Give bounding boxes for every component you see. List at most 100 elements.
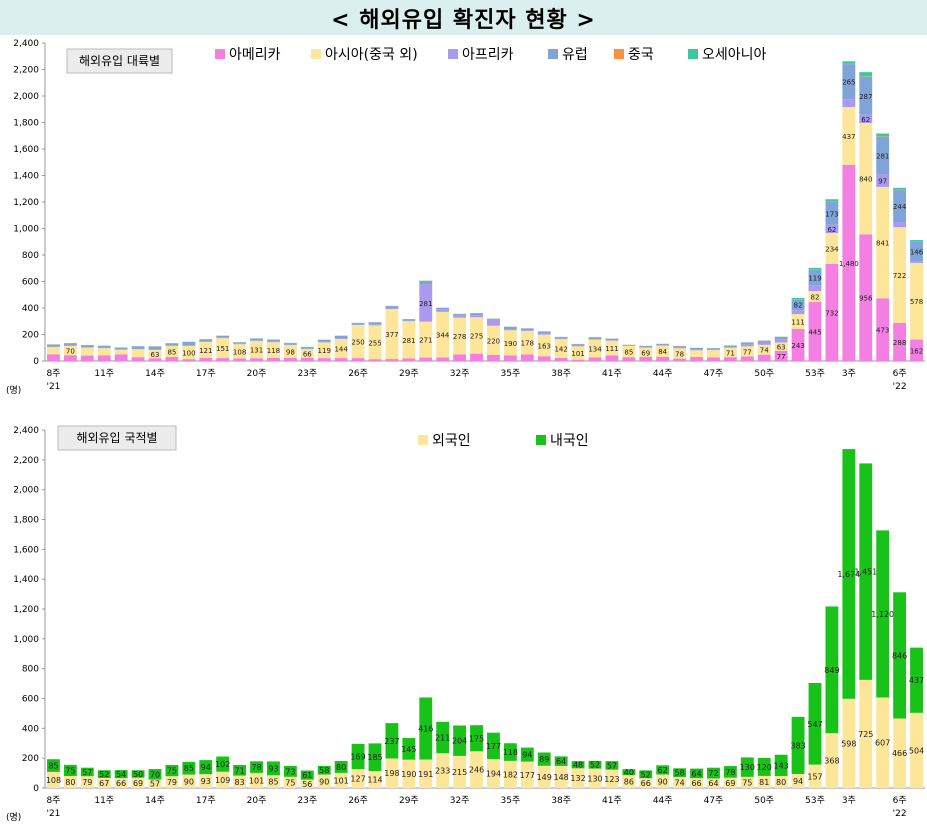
bar-segment	[402, 358, 416, 361]
bar-segment	[808, 764, 822, 788]
bar-segment	[80, 345, 94, 348]
data-label: 40	[624, 768, 634, 777]
data-label: 73	[285, 767, 295, 776]
bar-segment	[554, 338, 568, 340]
bar-segment	[436, 311, 450, 358]
x-year-label: '22	[893, 382, 907, 392]
x-tick-label: 35주	[501, 368, 521, 379]
bar-segment	[503, 326, 517, 330]
data-label: 846	[892, 651, 907, 660]
bar-segment	[537, 333, 551, 335]
bar-segment	[842, 99, 856, 107]
data-label: 119	[318, 347, 331, 355]
data-label: 66	[641, 779, 651, 788]
x-tick-label: 17주	[196, 795, 216, 806]
data-label: 85	[167, 348, 176, 356]
y-tick-label: 2,400	[13, 39, 39, 49]
bar-segment	[537, 334, 551, 357]
bar-segment	[385, 306, 399, 309]
data-label: 102	[215, 760, 230, 769]
data-label: 111	[605, 345, 618, 353]
data-label: 58	[675, 769, 685, 778]
bar-segment	[639, 347, 653, 357]
bar-segment	[740, 776, 754, 788]
data-label: 67	[99, 779, 109, 788]
bar-segment	[757, 354, 771, 361]
bar-segment	[216, 756, 230, 772]
data-label: 169	[350, 752, 365, 761]
data-label: 1,480	[839, 260, 859, 268]
bar-segment	[114, 349, 128, 355]
bar-segment	[47, 344, 60, 347]
bar-segment	[757, 340, 771, 343]
bar-segment	[639, 778, 653, 788]
x-tick-label: 26주	[348, 795, 368, 806]
y-tick-label: 0	[33, 357, 39, 367]
data-label: 1,674	[837, 570, 860, 579]
bar-segment	[520, 330, 534, 331]
bar-segment	[503, 329, 517, 331]
legend-label: 내국인	[550, 433, 589, 449]
bar-segment	[351, 743, 365, 770]
data-label: 1,451	[854, 568, 877, 577]
data-label: 66	[691, 779, 701, 788]
data-label: 281	[876, 152, 889, 160]
bar-segment	[470, 353, 483, 361]
data-label: 101	[571, 350, 584, 358]
bar-segment	[605, 338, 619, 341]
data-label: 63	[151, 351, 160, 359]
x-tick-label: 38주	[551, 368, 571, 379]
bar-segment	[503, 330, 517, 356]
data-label: 157	[807, 772, 822, 781]
bar-segment	[791, 297, 805, 299]
data-label: 177	[520, 771, 535, 780]
y-tick-label: 2,000	[13, 92, 39, 102]
data-label: 64	[708, 779, 718, 788]
bar-segment	[385, 309, 399, 360]
bar-segment	[453, 725, 467, 756]
data-label: 79	[82, 778, 92, 787]
bar-segment	[842, 449, 856, 699]
data-label: 64	[691, 769, 701, 778]
bar-segment	[436, 721, 450, 754]
bar-segment	[503, 760, 517, 788]
x-year-label: '21	[46, 382, 60, 392]
legend-swatch	[614, 49, 624, 59]
bar-segment	[80, 347, 94, 356]
bar-segment	[910, 261, 923, 263]
bar-segment	[656, 345, 670, 357]
bar-segment	[588, 337, 602, 340]
y-tick-label: 1,200	[13, 605, 39, 615]
bar-segment	[588, 357, 602, 361]
data-label: 94	[522, 751, 532, 760]
bar-segment	[791, 328, 805, 361]
bar-segment	[622, 345, 636, 358]
bar-segment	[537, 331, 551, 334]
data-label: 132	[570, 774, 585, 783]
data-label: 215	[452, 768, 467, 777]
data-label: 123	[604, 775, 619, 784]
y-tick-label: 1,800	[13, 119, 39, 129]
bar-segment	[690, 768, 703, 779]
data-label: 50	[133, 770, 143, 779]
x-tick-label: 6주	[893, 368, 907, 379]
bar-segment	[385, 723, 399, 759]
bar-segment	[707, 348, 720, 350]
bar-segment	[808, 269, 822, 286]
bar-segment	[571, 344, 585, 346]
bar-segment	[825, 606, 839, 734]
data-label: 71	[235, 766, 245, 775]
bar-segment	[148, 346, 162, 350]
bar-segment	[402, 319, 416, 321]
bar-segment	[537, 765, 551, 788]
bar-segment	[368, 322, 382, 325]
y-tick-label: 1,400	[13, 172, 39, 182]
bar-segment	[419, 284, 433, 322]
data-label: 63	[777, 344, 786, 352]
bar-segment	[622, 769, 636, 776]
bar-segment	[368, 324, 382, 326]
bar-segment	[351, 324, 365, 359]
bar-segment	[351, 324, 365, 325]
x-tick-label: 41주	[602, 795, 622, 806]
bar-segment	[97, 355, 111, 361]
